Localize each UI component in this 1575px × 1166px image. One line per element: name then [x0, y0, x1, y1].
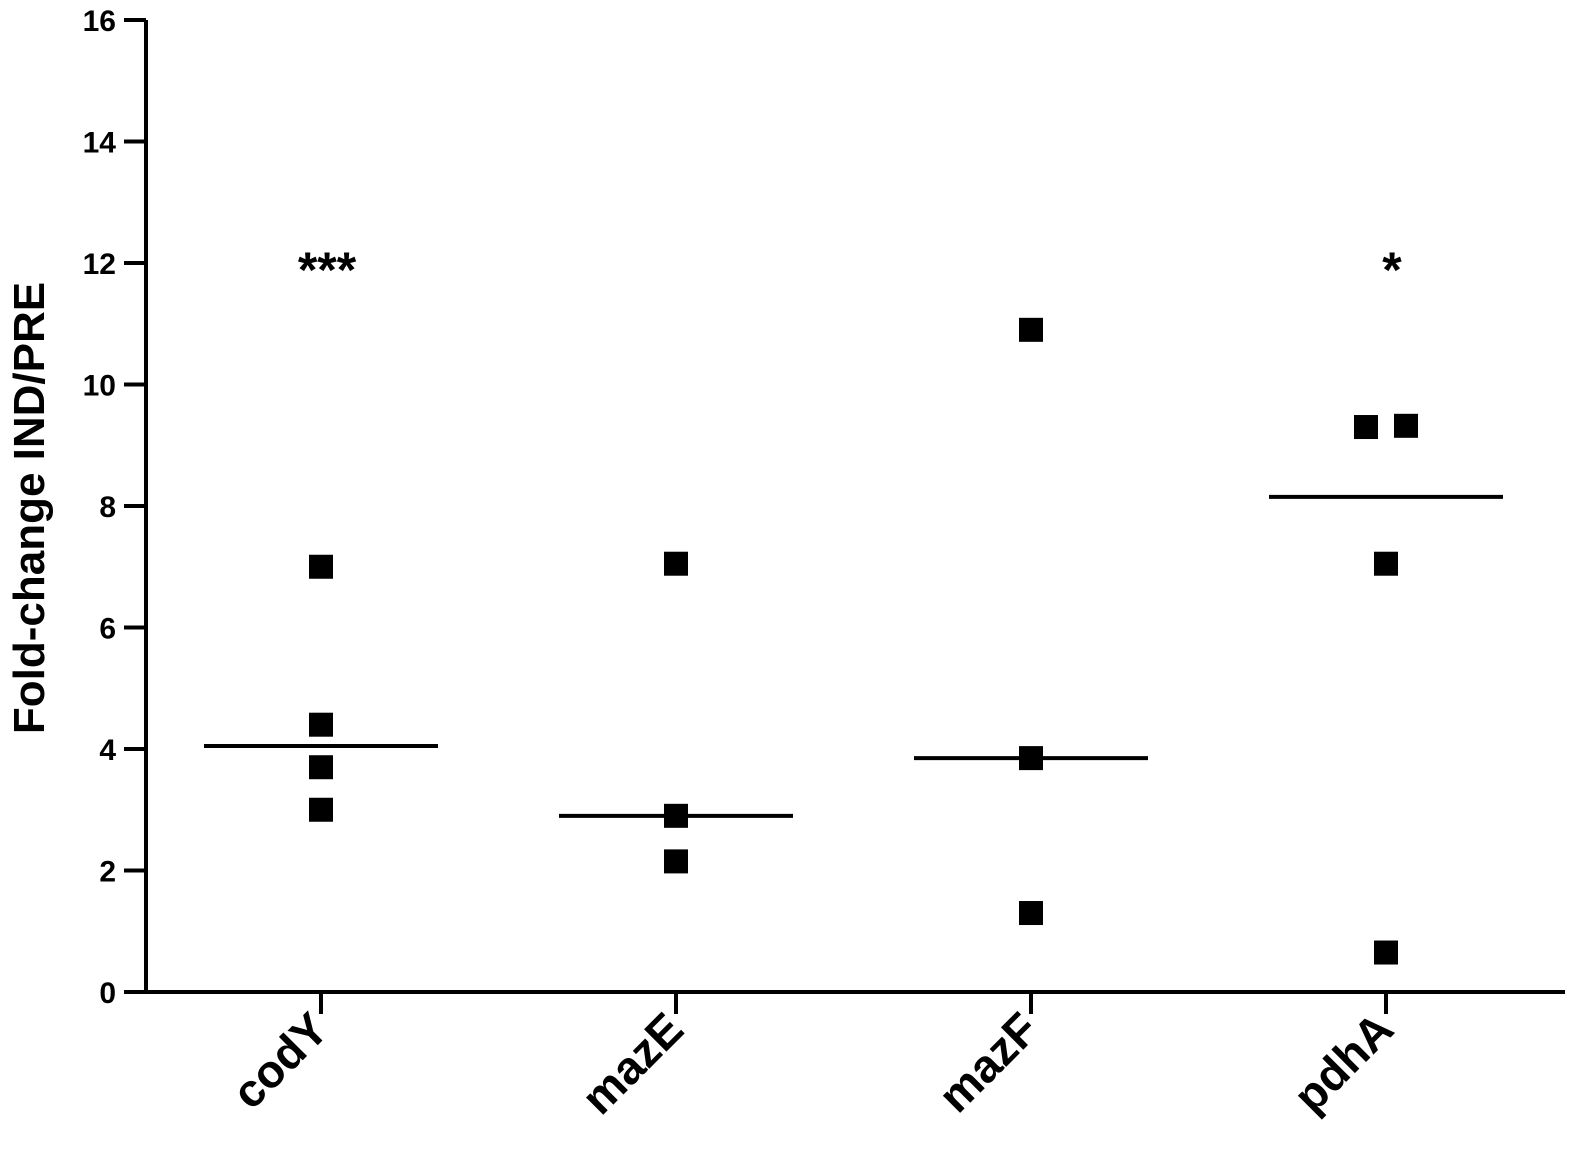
significance-labels: *** *	[298, 242, 1402, 298]
y-ticks: 0 2 4 6 8 10 12 14 16	[83, 5, 146, 1010]
y-axis-title: Fold-change IND/PRE	[5, 282, 54, 734]
data-point-pdhA	[1394, 413, 1418, 438]
y-tick-label: 2	[99, 856, 116, 889]
axes	[144, 20, 1565, 994]
x-ticks: codY mazE mazF pdhA	[222, 992, 1403, 1124]
x-tick-label-mazE: mazE	[571, 1002, 693, 1124]
y-tick-label: 12	[83, 248, 116, 281]
y-tick-label: 0	[99, 977, 116, 1010]
y-tick-label: 4	[99, 734, 116, 767]
data-point-pdhA	[1374, 551, 1398, 576]
y-tick-label: 6	[99, 613, 116, 646]
data-point-codY	[309, 554, 333, 579]
data-point-mazF	[1019, 746, 1043, 771]
data-point-codY	[309, 797, 333, 822]
y-tick-label: 16	[83, 5, 116, 38]
data-point-codY	[309, 755, 333, 780]
data-point-pdhA	[1374, 940, 1398, 965]
data-point-mazE	[664, 551, 688, 576]
data-points	[309, 317, 1418, 965]
x-tick-label-codY: codY	[222, 1002, 338, 1118]
data-point-mazE	[664, 849, 688, 874]
y-tick-label: 14	[83, 127, 117, 160]
x-tick-label-pdhA: pdhA	[1283, 1002, 1403, 1122]
data-point-codY	[309, 712, 333, 737]
y-tick-label: 10	[83, 370, 116, 403]
y-tick-label: 8	[99, 491, 116, 524]
data-point-mazF	[1019, 317, 1043, 342]
significance-label-pdhA: *	[1382, 242, 1402, 298]
significance-label-codY: ***	[298, 242, 357, 298]
data-point-mazF	[1019, 901, 1043, 926]
median-lines	[204, 494, 1503, 818]
x-tick-label-mazF: mazF	[928, 1002, 1048, 1122]
data-point-pdhA	[1354, 415, 1378, 440]
data-point-mazE	[664, 803, 688, 828]
